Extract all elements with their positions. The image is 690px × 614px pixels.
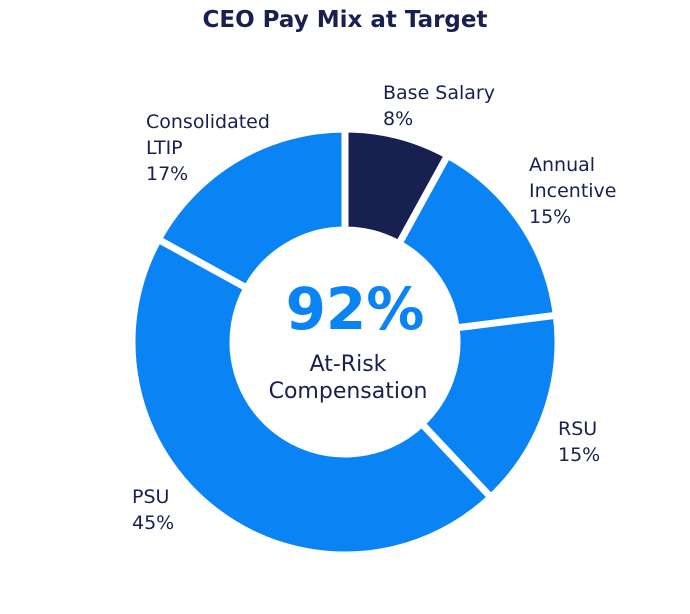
slice-name-label-3-0: PSU (132, 486, 169, 508)
slice-value-label-4-2: 17% (146, 163, 188, 185)
center-label-line2: Compensation (269, 379, 428, 404)
center-label-line1: At-Risk (310, 352, 387, 377)
slice-value-label-1-2: 15% (529, 206, 571, 228)
center-percent: 92% (286, 275, 425, 343)
donut-slices (128, 125, 562, 559)
slice-name-label-1-1: Incentive (529, 180, 617, 202)
chart-title: CEO Pay Mix at Target (203, 7, 488, 33)
slice-rsu (416, 311, 562, 503)
slice-labels: Base Salary 8% Annual Incentive 15% RSU 15% PSU… (132, 82, 617, 534)
slice-name-label-0-0: Base Salary (383, 82, 495, 104)
slice-value-label-3-1: 45% (132, 512, 174, 534)
slice-consolidated-ltip (153, 125, 349, 293)
slice-value-label-2-1: 15% (558, 444, 600, 466)
slice-name-label-1-0: Annual (529, 154, 595, 176)
slice-annual-incentive (394, 150, 561, 332)
slice-name-label-4-1: LTIP (146, 137, 183, 159)
slice-name-label-2-0: RSU (558, 418, 597, 440)
slice-name-label-4-0: Consolidated (146, 111, 270, 133)
slice-psu (128, 234, 496, 559)
slice-value-label-0-1: 8% (383, 108, 413, 130)
